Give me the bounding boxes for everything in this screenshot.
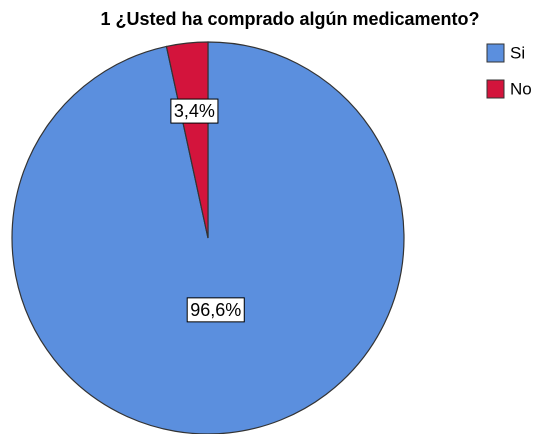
data-label: 3,4% — [174, 101, 215, 121]
data-label-box — [170, 98, 219, 124]
pie-slice — [165, 41, 209, 239]
chart-title: 1 ¿Usted ha comprado algún medicamento? — [100, 9, 479, 29]
data-label-box — [186, 297, 245, 323]
legend-label: No — [510, 79, 532, 98]
legend-swatch — [486, 43, 505, 63]
legend-label: Si — [510, 43, 525, 62]
data-label: 96,6% — [190, 300, 241, 320]
legend-swatch — [486, 79, 505, 99]
